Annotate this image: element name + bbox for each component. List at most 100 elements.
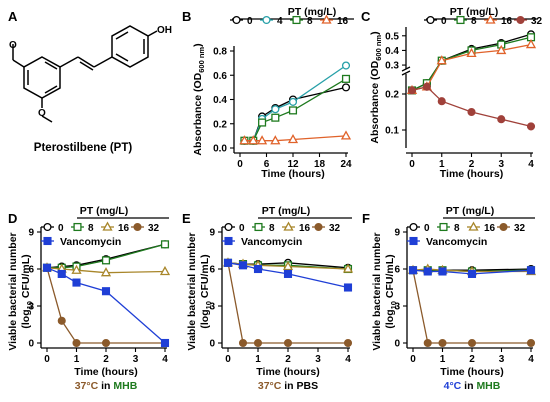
condition-caption: 37°C in PBS	[258, 380, 318, 392]
data-point-32	[467, 338, 477, 348]
data-point-vancomycin	[160, 338, 170, 348]
y-tick-label: 0	[394, 339, 400, 350]
data-point-16	[71, 264, 82, 274]
legend-entry-label: 32	[148, 223, 160, 234]
legend-marker	[73, 222, 82, 232]
legend-entry-label: 16	[118, 223, 130, 234]
legend-marker	[321, 14, 332, 24]
y-tick-label: 6	[209, 265, 215, 276]
left-ring-double-bond-2	[44, 61, 58, 70]
data-point-8	[160, 240, 170, 249]
legend-entry-label: 0	[247, 16, 253, 27]
legend-marker	[262, 15, 271, 25]
legend-marker	[43, 222, 52, 232]
y-axis-label-units: CFU/mL)	[20, 254, 32, 301]
hydroxyl-bond	[147, 30, 158, 37]
data-point-vancomycin	[343, 283, 353, 292]
data-point-4	[271, 105, 280, 114]
legend-vancomycin-label: Vancomycin	[426, 236, 487, 248]
y-axis-label-main: Absorbance (OD	[192, 72, 204, 155]
x-tick-label: 4	[528, 354, 534, 365]
left-ring-double-bond-3	[44, 85, 58, 94]
data-point-16	[100, 267, 112, 277]
legend-marker-vancomycin	[43, 236, 52, 246]
data-point-8	[288, 106, 298, 115]
data-point-4	[288, 97, 298, 106]
legend-entry-label: 32	[531, 16, 543, 27]
series-line-32	[412, 270, 531, 344]
y-tick-label: 9	[28, 228, 34, 239]
data-point-4	[341, 61, 351, 70]
y-axis-label-subscript: 10	[389, 301, 398, 309]
oxygen-atom-top: O	[9, 40, 17, 51]
y-axis-label-line1: Viable bacterial number	[7, 232, 19, 350]
y-tick-label: 0.2	[385, 90, 399, 101]
legend-entry-label: 32	[514, 223, 526, 234]
data-point-16	[248, 135, 259, 145]
x-axis-label: Time (hours)	[256, 366, 319, 378]
x-tick-label: 1	[255, 354, 261, 365]
legend-title: PT (mg/L)	[80, 205, 128, 217]
data-point-vancomycin	[101, 287, 111, 296]
x-axis-label: Time (hours)	[440, 168, 503, 180]
x-tick-label: 4	[528, 159, 534, 170]
data-point-32	[253, 338, 263, 348]
y-axis-label: Absorbance (OD600 nm)	[192, 43, 206, 155]
x-tick-label: 18	[314, 159, 326, 170]
data-point-vancomycin	[42, 263, 52, 272]
panel-c-chart: C 0.1 0.2 0.3 0.4 0.5 0 1 2 3 4 Time (hours) Absorba…	[361, 6, 543, 180]
axis-break-mark-2	[401, 70, 411, 76]
x-tick-label: 2	[469, 354, 475, 365]
y-tick-label: 3	[209, 302, 215, 313]
x-axis-label: Time (hours)	[74, 366, 137, 378]
y-axis-label-end: )	[369, 31, 381, 35]
x-tick-label: 12	[287, 159, 299, 170]
data-point-vancomycin	[72, 278, 81, 287]
structure-name: Pterostilbene (PT)	[34, 142, 133, 154]
y-axis-label-subscript: 600 nm	[374, 35, 383, 61]
data-point-32	[497, 115, 506, 124]
x-tick-label: 3	[498, 159, 504, 170]
legend-marker	[254, 222, 263, 232]
vinyl-bond-1	[59, 56, 79, 68]
data-point-8	[341, 74, 351, 83]
y-tick-label: 6	[28, 265, 34, 276]
data-point-vancomycin	[438, 267, 447, 276]
data-point-vancomycin	[423, 267, 432, 276]
data-point-16	[256, 135, 268, 145]
condition-joiner: in	[461, 380, 476, 392]
legend-entry-label: 8	[471, 16, 477, 27]
data-point-16	[282, 260, 294, 271]
y-axis-label-line2: (log10 CFU/mL)	[199, 254, 213, 328]
data-point-16	[436, 55, 447, 65]
x-tick-label: 6	[264, 159, 270, 170]
y-axis-label-line1: Viable bacterial number	[186, 232, 198, 350]
series-line-32	[411, 86, 532, 128]
legend-marker	[102, 221, 113, 231]
legend-marker	[283, 221, 294, 231]
oxygen-atom-bottom: O	[38, 108, 46, 119]
x-tick-label: 24	[340, 159, 352, 170]
data-point-16	[270, 135, 281, 145]
legend-title: PT (mg/L)	[446, 205, 494, 217]
data-point-32	[101, 338, 111, 348]
legend-title: PT (mg/L)	[450, 6, 498, 18]
y-tick-label: 0.2	[213, 119, 227, 130]
series-line-32	[46, 267, 165, 344]
y-axis-label-log: (log	[384, 309, 396, 328]
legend-entry-label: 8	[454, 223, 460, 234]
x-tick-label: 4	[345, 354, 351, 365]
x-tick-label: 2	[469, 159, 475, 170]
y-tick-label: 6	[394, 265, 400, 276]
x-tick-label: 0	[44, 354, 50, 365]
legend-title: PT (mg/L)	[262, 205, 310, 217]
left-benzene-ring	[23, 56, 61, 99]
y-axis-label-line1: Viable bacterial number	[371, 232, 383, 350]
panel-a-structure: A O O OH Pterostilbe	[8, 9, 172, 154]
panel-letter-c: C	[361, 9, 371, 24]
hydroxyl-label: OH	[157, 25, 172, 36]
panel-letter-b: B	[182, 9, 191, 24]
data-point-32	[72, 338, 81, 348]
legend-entry-label: 8	[307, 16, 313, 27]
